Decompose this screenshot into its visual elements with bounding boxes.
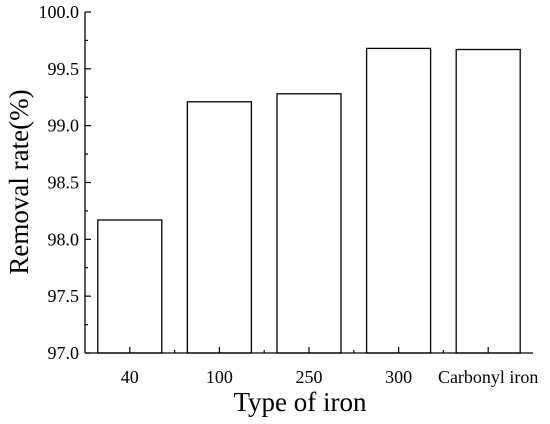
x-tick-label: 100: [206, 367, 233, 387]
y-tick-label: 100.0: [39, 2, 80, 22]
x-axis-title: Type of iron: [233, 387, 367, 417]
y-axis-title: Removal rate(%): [4, 89, 34, 274]
x-tick-label: Carbonyl iron: [438, 367, 539, 387]
x-tick-label: 250: [296, 367, 323, 387]
bar-carbonyl-iron: [455, 48, 521, 354]
bar-40: [97, 219, 163, 354]
y-tick-label: 98.0: [48, 229, 80, 249]
x-ticks-group: 40 100 250 300 Carbonyl iron: [121, 347, 539, 387]
bar-250: [276, 93, 342, 354]
y-tick-label: 98.5: [48, 173, 80, 193]
y-tick-label: 97.5: [48, 286, 80, 306]
y-ticks-group: 97.0 97.5 98.0 98.5 99.0 99.5 100.0: [39, 2, 91, 363]
y-tick-label: 99.5: [48, 59, 80, 79]
y-tick-label: 99.0: [48, 116, 80, 136]
y-tick-label: 97.0: [48, 343, 80, 363]
x-tick-label: 40: [121, 367, 139, 387]
bar-100: [186, 101, 253, 354]
bars-group: [97, 47, 521, 354]
bar-300: [365, 47, 432, 354]
x-tick-label: 300: [385, 367, 412, 387]
